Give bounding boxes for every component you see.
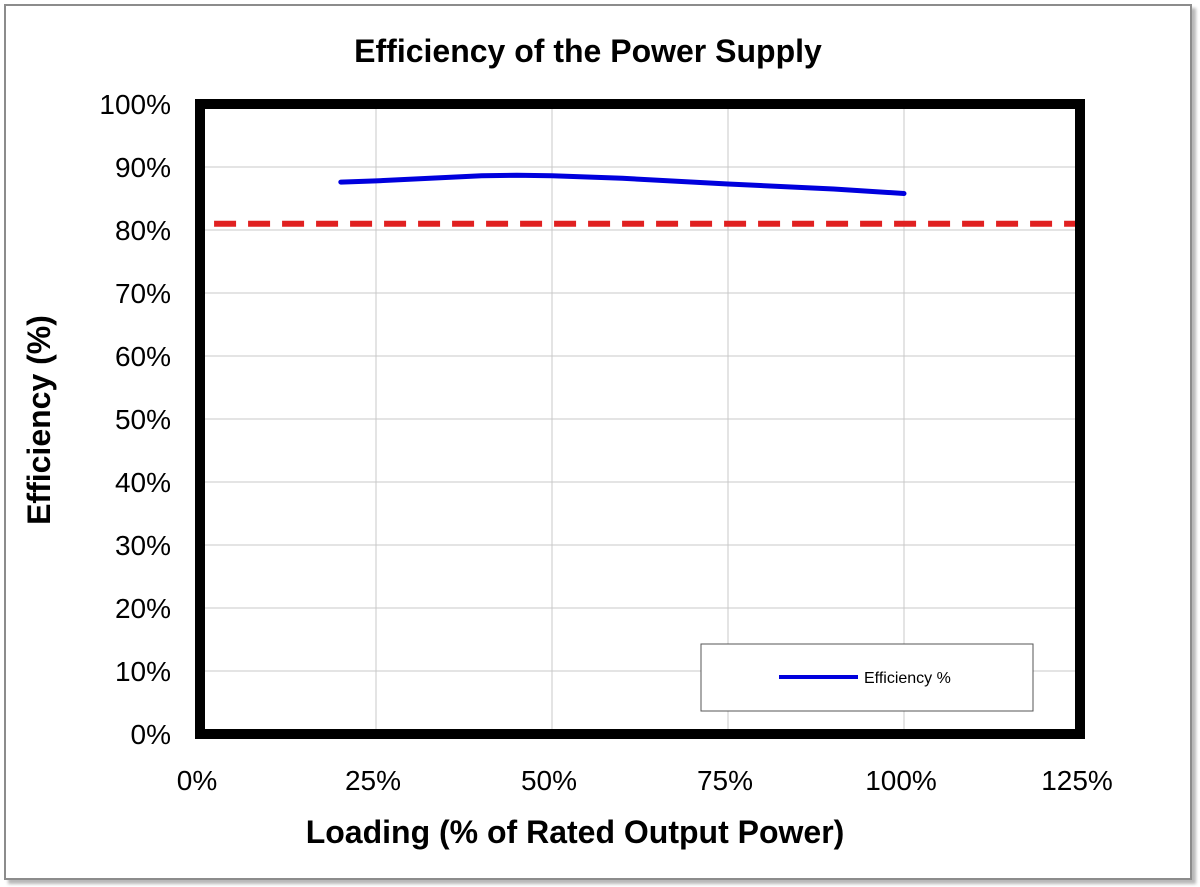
x-tick-label: 0% xyxy=(177,765,217,796)
tick-labels: 0% 10% 20% 30% 40% 50% 60% 70% 80% 90% 100% 0% 25% 50… xyxy=(99,89,1112,796)
series-group xyxy=(338,172,907,196)
y-tick-label: 60% xyxy=(115,341,171,372)
y-tick-label: 40% xyxy=(115,467,171,498)
x-axis-title: Loading (% of Rated Output Power) xyxy=(306,814,845,850)
x-tick-label: 50% xyxy=(521,765,577,796)
y-tick-label: 70% xyxy=(115,278,171,309)
y-tick-label: 30% xyxy=(115,530,171,561)
y-tick-label: 90% xyxy=(115,152,171,183)
y-axis-title: Efficiency (%) xyxy=(21,315,57,525)
y-tick-label: 0% xyxy=(131,719,171,750)
y-tick-label: 10% xyxy=(115,656,171,687)
legend-label-efficiency: Efficiency % xyxy=(864,670,951,687)
x-tick-label: 100% xyxy=(865,765,937,796)
plot-border xyxy=(195,99,1085,739)
x-tick-label: 125% xyxy=(1041,765,1113,796)
y-tick-label: 80% xyxy=(115,215,171,246)
gridlines xyxy=(199,103,1081,735)
legend: Efficiency % xyxy=(700,643,1034,712)
y-tick-label: 100% xyxy=(99,89,171,120)
x-tick-label: 25% xyxy=(345,765,401,796)
x-tick-label: 75% xyxy=(697,765,753,796)
legend-box xyxy=(700,643,1034,712)
series-line-efficiency xyxy=(338,172,907,196)
chart-title: Efficiency of the Power Supply xyxy=(354,33,822,69)
y-tick-label: 50% xyxy=(115,404,171,435)
y-tick-label: 20% xyxy=(115,593,171,624)
